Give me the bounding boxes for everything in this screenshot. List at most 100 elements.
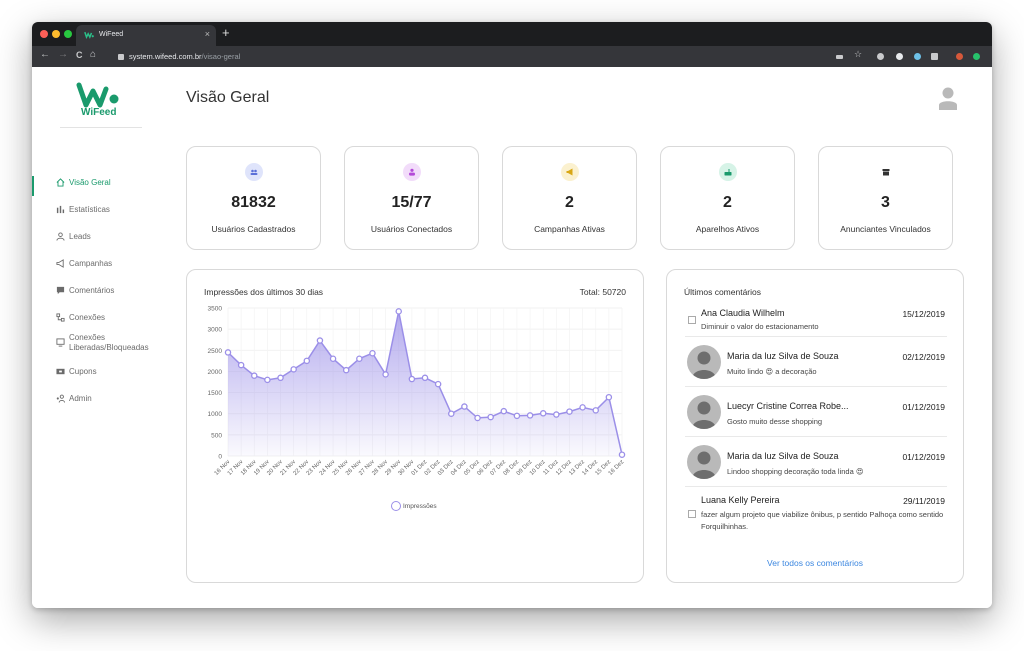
data-point bbox=[513, 412, 521, 420]
sidebar-item-visao-geral[interactable]: Visão Geral bbox=[32, 175, 172, 196]
data-point bbox=[224, 349, 232, 356]
close-window-button[interactable] bbox=[40, 30, 48, 38]
brand-name: WiFeed bbox=[81, 107, 117, 118]
y-tick-label: 1500 bbox=[208, 390, 223, 397]
series-area bbox=[228, 311, 622, 456]
tab-close-icon[interactable]: × bbox=[204, 29, 210, 39]
comment-icon bbox=[56, 286, 65, 295]
megaphone-icon bbox=[561, 163, 579, 181]
minimize-window-button[interactable] bbox=[52, 30, 60, 38]
comment-author: Maria da luz Silva de Souza bbox=[727, 351, 839, 361]
logo-divider bbox=[60, 127, 142, 128]
comment-text: Diminuir o valor do estacionamento bbox=[701, 322, 819, 331]
puzzle-icon[interactable] bbox=[914, 53, 921, 60]
mail-icon[interactable] bbox=[931, 53, 938, 60]
stat-label: Campanhas Ativas bbox=[534, 224, 605, 234]
profile-icon[interactable] bbox=[956, 53, 963, 60]
star-icon[interactable]: ☆ bbox=[854, 49, 863, 59]
chart-legend[interactable]: Impressões bbox=[391, 501, 437, 511]
stat-card-aparelhos-ativos: 2 Aparelhos Ativos bbox=[660, 146, 795, 250]
sidebar-item-cupons[interactable]: Cupons bbox=[32, 364, 172, 384]
comment-item[interactable]: Maria da luz Silva de Souza 02/12/2019 M… bbox=[685, 337, 947, 387]
chart-title: Impressões dos últimos 30 dias bbox=[204, 287, 324, 297]
comment-date: 01/12/2019 bbox=[902, 402, 945, 412]
data-point bbox=[237, 361, 245, 369]
sidebar-item-estatisticas[interactable]: Estatísticas bbox=[32, 202, 172, 222]
tab-strip: WiFeed × + bbox=[32, 22, 992, 46]
sidebar-item-label: Conexões Liberadas/Bloqueadas bbox=[69, 333, 149, 352]
pocket-icon[interactable] bbox=[877, 53, 884, 60]
stat-card-campanhas-ativas: 2 Campanhas Ativas bbox=[502, 146, 637, 250]
home-button[interactable]: ⌂ bbox=[90, 49, 97, 60]
sidebar-item-conexoes[interactable]: Conexões bbox=[32, 310, 172, 330]
app-content: WiFeed Visão Geral Estatísticas Leads Ca… bbox=[32, 67, 992, 608]
legend-label: Impressões bbox=[403, 503, 437, 510]
comment-author: Ana Claudia Wilhelm bbox=[701, 308, 785, 318]
sidebar-item-leads[interactable]: Leads bbox=[32, 229, 172, 249]
y-tick-label: 0 bbox=[218, 454, 222, 461]
home-icon bbox=[56, 178, 65, 187]
data-point bbox=[605, 393, 613, 401]
data-point bbox=[395, 308, 402, 315]
key-icon[interactable] bbox=[836, 55, 843, 59]
comment-text: Gosto muito desse shopping bbox=[727, 417, 823, 426]
broken-image-icon bbox=[688, 316, 696, 324]
see-all-comments-link[interactable]: Ver todos os comentários bbox=[767, 558, 863, 568]
user-avatar-icon[interactable] bbox=[938, 87, 958, 111]
y-tick-label: 3000 bbox=[208, 327, 223, 334]
wifeed-logo-icon bbox=[76, 82, 119, 108]
data-point bbox=[592, 407, 599, 414]
ticket-icon bbox=[56, 368, 65, 375]
comment-author: Luecyr Cristine Correa Robe... bbox=[727, 401, 849, 411]
sidebar-item-label: Visão Geral bbox=[69, 178, 111, 187]
extension-icon[interactable] bbox=[896, 53, 903, 60]
data-point bbox=[369, 349, 376, 357]
stat-value: 81832 bbox=[231, 194, 276, 211]
data-point bbox=[448, 410, 455, 417]
reload-button[interactable]: C bbox=[76, 50, 83, 60]
data-point bbox=[264, 376, 271, 384]
data-point bbox=[526, 412, 534, 419]
store-icon bbox=[877, 163, 895, 181]
maximize-window-button[interactable] bbox=[64, 30, 72, 38]
back-button[interactable]: ← bbox=[40, 49, 50, 60]
sidebar-item-comentarios[interactable]: Comentários bbox=[32, 283, 172, 303]
y-tick-label: 3500 bbox=[208, 306, 223, 313]
data-point bbox=[579, 404, 586, 411]
forward-button[interactable]: → bbox=[58, 49, 68, 60]
bar-chart-icon bbox=[56, 205, 65, 214]
sidebar-item-conexoes-liberadas-bloqueadas[interactable]: Conexões Liberadas/Bloqueadas bbox=[32, 330, 172, 358]
default-avatar-icon bbox=[687, 395, 721, 429]
new-tab-button[interactable]: + bbox=[222, 25, 230, 40]
users-icon bbox=[245, 163, 263, 181]
stat-card-usuarios-conectados: 15/77 Usuários Conectados bbox=[344, 146, 479, 250]
data-point bbox=[329, 355, 337, 362]
browser-toolbar: ← → C ⌂ system.wifeed.com.br/visao-geral… bbox=[32, 46, 992, 67]
sidebar-item-admin[interactable]: Admin bbox=[32, 391, 172, 411]
comment-item[interactable]: Luana Kelly Pereira 29/11/2019 fazer alg… bbox=[685, 487, 947, 537]
comments-title: Últimos comentários bbox=[684, 287, 761, 297]
stat-label: Aparelhos Ativos bbox=[695, 224, 760, 234]
sidebar-item-campanhas[interactable]: Campanhas bbox=[32, 256, 172, 276]
comment-item[interactable]: Luecyr Cristine Correa Robe... 01/12/201… bbox=[685, 387, 947, 437]
stat-label: Usuários Cadastrados bbox=[211, 224, 296, 234]
address-bar[interactable]: system.wifeed.com.br/visao-geral bbox=[118, 49, 838, 64]
default-avatar-icon bbox=[687, 345, 721, 379]
data-point bbox=[303, 357, 311, 365]
y-tick-label: 500 bbox=[211, 432, 222, 439]
comment-item[interactable]: Ana Claudia Wilhelm 15/12/2019 Diminuir … bbox=[685, 304, 947, 337]
browser-tab[interactable]: WiFeed × bbox=[76, 25, 216, 46]
broken-image-icon bbox=[688, 510, 696, 518]
connected-user-icon bbox=[403, 163, 421, 181]
comment-date: 29/11/2019 bbox=[903, 496, 945, 506]
comments-panel: Últimos comentários Ana Claudia Wilhelm … bbox=[666, 269, 964, 583]
comment-item[interactable]: Maria da luz Silva de Souza 01/12/2019 L… bbox=[685, 437, 947, 487]
sidebar-item-label: Admin bbox=[69, 394, 92, 403]
y-tick-label: 2000 bbox=[208, 369, 223, 376]
data-point bbox=[566, 408, 573, 415]
data-point bbox=[316, 337, 324, 344]
data-point bbox=[539, 410, 547, 417]
sync-icon[interactable] bbox=[973, 53, 980, 60]
comment-text: fazer algum projeto que viabilize ônibus… bbox=[701, 510, 944, 531]
user-icon bbox=[56, 232, 65, 241]
